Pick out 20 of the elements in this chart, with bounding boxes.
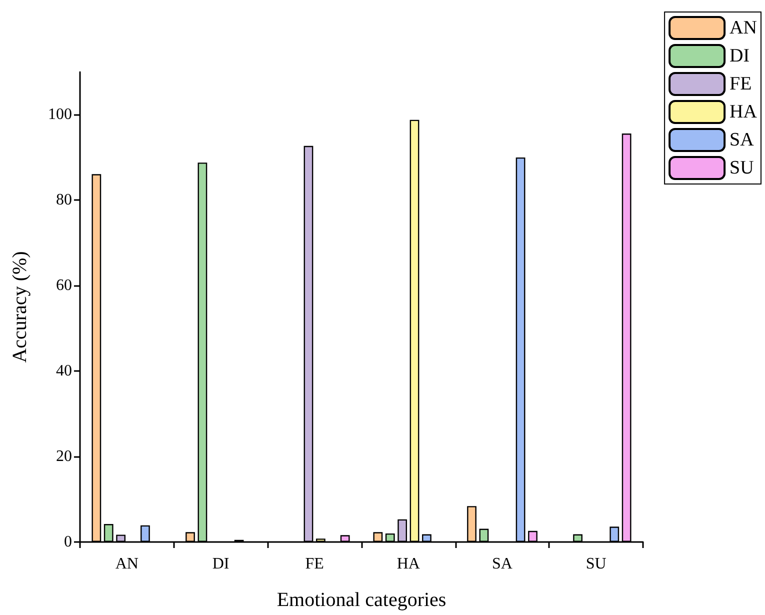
x-tick-label: DI [212,556,230,572]
y-axis-title: Accuracy (%) [9,251,31,363]
legend-label: SA [730,130,754,150]
x-axis-title: Emotional categories [276,589,446,611]
x-tick-label: SU [586,556,607,572]
y-tick-label: 40 [56,362,72,380]
y-tick-label: 100 [48,106,72,124]
x-tick-label: AN [115,556,139,572]
legend-label: AN [730,18,758,38]
y-tick-label: 80 [56,192,72,209]
legend-label: HA [730,102,758,122]
x-tick-label: FE [305,556,324,572]
y-tick-label: 60 [56,277,72,294]
legend-label: SU [730,158,754,178]
x-tick-label: SA [492,556,513,572]
y-tick-label: 0 [64,534,72,550]
y-tick-label: 20 [56,448,72,466]
legend-label: FE [730,74,752,94]
x-tick-label: HA [396,556,420,572]
legend-label: DI [730,46,750,66]
